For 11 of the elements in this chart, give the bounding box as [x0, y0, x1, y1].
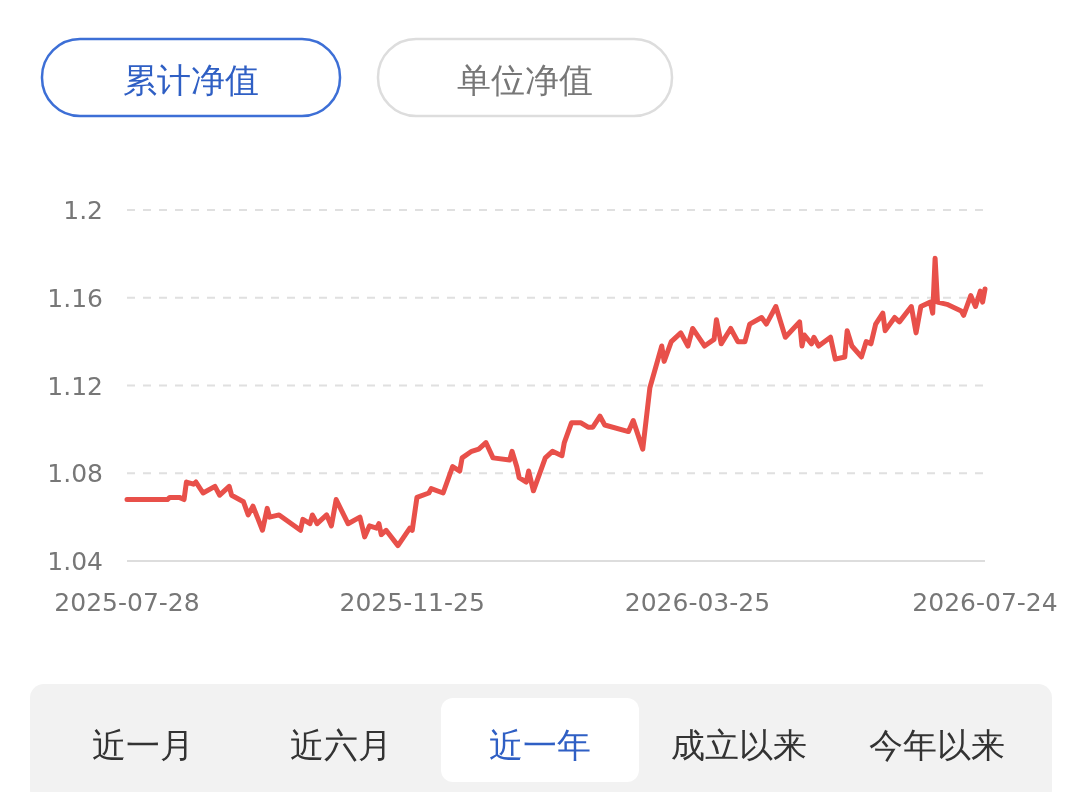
x-tick-label: 2026-07-24: [912, 588, 1058, 617]
y-tick-label: 1.12: [47, 371, 103, 401]
x-tick-label: 2025-07-28: [54, 588, 200, 617]
y-tick-label: 1.16: [47, 283, 103, 313]
toggle: 累计净值 单位净值: [40, 37, 674, 118]
y-tick-label: 1.08: [47, 459, 103, 489]
y-tick-label: 1.2: [63, 196, 103, 225]
tabs: 近一月 近六月 近一年 成立以来 今年以来: [30, 684, 1052, 792]
y-tick-label: 1.04: [47, 547, 103, 576]
x-tick-label: 2026-03-25: [624, 588, 771, 617]
x-tick-label: 2025-11-25: [339, 588, 485, 617]
